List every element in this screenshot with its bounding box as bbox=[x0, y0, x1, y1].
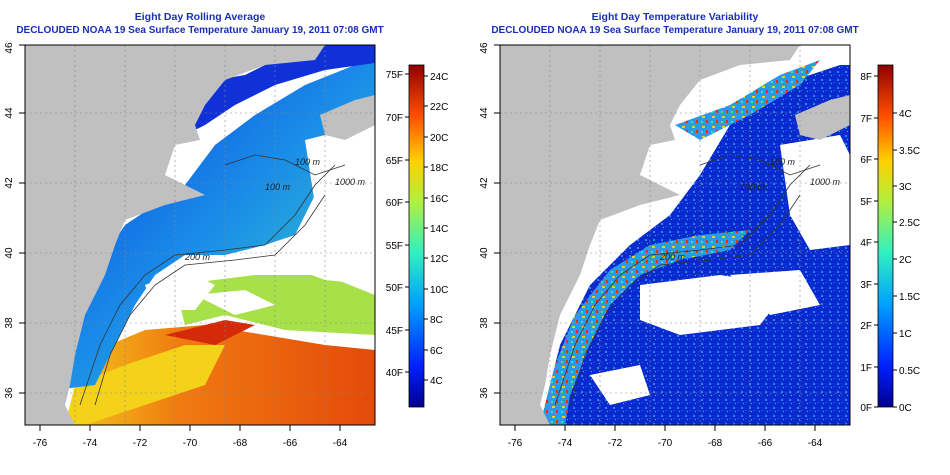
colorbar-label-c: 2C bbox=[899, 255, 912, 266]
x-tick-label: -74 bbox=[83, 438, 98, 449]
x-tick-label: -64 bbox=[808, 438, 823, 449]
colorbar-label-f: 70F bbox=[386, 113, 403, 124]
colorbar-label-c: 12C bbox=[430, 254, 448, 265]
colorbar-gradient bbox=[408, 64, 425, 408]
x-tick-label: -72 bbox=[608, 438, 623, 449]
colorbar-label-c: 4C bbox=[430, 376, 443, 387]
sst-average-map-image: 100 m 1000 m 100 m 200 m bbox=[25, 45, 375, 425]
sst-average-panel: Eight Day Rolling Average DECLOUDED NOAA… bbox=[0, 11, 448, 449]
colorbar-label-c: 6C bbox=[430, 346, 443, 357]
colorbar-label-c: 0.5C bbox=[899, 366, 920, 377]
map-axes: -76 -74 -72 -70 -68 -66 -64 36 38 40 42 … bbox=[4, 42, 376, 449]
x-tick-label: -76 bbox=[508, 438, 523, 449]
colorbar-label-f: 5F bbox=[860, 197, 872, 208]
panel-title-main: Eight Day Rolling Average bbox=[134, 11, 266, 23]
sst-variability-map: 100 m 1000 m 100 m 200 m bbox=[500, 45, 850, 425]
y-tick-label: 40 bbox=[479, 247, 490, 259]
colorbar-label-c: 18C bbox=[430, 163, 448, 174]
x-tick-label: -70 bbox=[658, 438, 673, 449]
colorbar-gradient bbox=[877, 64, 894, 408]
colorbar-label-c: 2.5C bbox=[899, 218, 920, 229]
colorbar-label-f: 40F bbox=[386, 368, 403, 379]
y-axis-ticks: 36 38 40 42 44 46 bbox=[4, 42, 25, 399]
contour-label: 100 m bbox=[770, 157, 796, 167]
colorbar-label-f: 7F bbox=[860, 114, 872, 125]
colorbar-label-f: 55F bbox=[386, 241, 403, 252]
sst-variability-panel: Eight Day Temperature Variability DECLOU… bbox=[475, 0, 950, 475]
colorbar-label-c: 8C bbox=[430, 315, 443, 326]
y-tick-label: 44 bbox=[479, 107, 490, 119]
y-tick-label: 38 bbox=[4, 317, 15, 329]
colorbar-label-f: 60F bbox=[386, 198, 403, 209]
y-tick-label: 44 bbox=[4, 107, 15, 119]
colorbar-label-f: 1F bbox=[860, 363, 872, 374]
panel-title-main: Eight Day Temperature Variability bbox=[591, 11, 759, 23]
colorbar-label-c: 0C bbox=[899, 403, 912, 414]
colorbar-label-c: 3.5C bbox=[899, 146, 920, 157]
colorbar-label-f: 65F bbox=[386, 156, 403, 167]
x-tick-label: -74 bbox=[558, 438, 573, 449]
y-tick-label: 38 bbox=[479, 317, 490, 329]
colorbar-label-f: 4F bbox=[860, 238, 872, 249]
x-tick-label: -66 bbox=[758, 438, 773, 449]
colorbar-label-c: 20C bbox=[430, 133, 448, 144]
y-tick-label: 42 bbox=[479, 177, 490, 189]
y-tick-label: 36 bbox=[4, 387, 15, 399]
contour-label: 100 m bbox=[295, 157, 321, 167]
contour-label: 200 m bbox=[659, 252, 686, 262]
panel-title: Eight Day Temperature Variability DECLOU… bbox=[475, 11, 875, 37]
x-tick-label: -66 bbox=[283, 438, 298, 449]
colorbar-label-c: 24C bbox=[430, 72, 448, 83]
colorbar-label-c: 10C bbox=[430, 285, 448, 296]
colorbar-label-f: 45F bbox=[386, 326, 403, 337]
y-tick-label: 36 bbox=[479, 387, 490, 399]
colorbar-label-f: 75F bbox=[386, 70, 403, 81]
x-axis-ticks: -76 -74 -72 -70 -68 -66 -64 bbox=[500, 424, 850, 449]
contour-label: 1000 m bbox=[335, 177, 366, 187]
variability-colorbar: 8F 7F 6F 5F 4F 3F 2F 1F 0F 4C 3.5C 3C 2.… bbox=[860, 64, 920, 414]
colorbar-label-c: 14C bbox=[430, 224, 448, 235]
x-tick-label: -68 bbox=[708, 438, 723, 449]
colorbar-label-f: 2F bbox=[860, 321, 872, 332]
contour-label: 1000 m bbox=[810, 177, 841, 187]
x-tick-label: -70 bbox=[183, 438, 198, 449]
contour-label: 100 m bbox=[740, 182, 766, 192]
x-tick-label: -64 bbox=[333, 438, 348, 449]
colorbar-label-c: 3C bbox=[899, 182, 912, 193]
colorbar-label-f: 3F bbox=[860, 280, 872, 291]
colorbar-label-f: 50F bbox=[386, 283, 403, 294]
colorbar-label-f: 6F bbox=[860, 155, 872, 166]
colorbar-label-f: 8F bbox=[860, 72, 872, 83]
panel-subtitle: DECLOUDED NOAA 19 Sea Surface Temperatur… bbox=[16, 25, 384, 36]
y-tick-label: 42 bbox=[4, 177, 15, 189]
colorbar-label-c: 1C bbox=[899, 329, 912, 340]
y-tick-label: 46 bbox=[479, 42, 490, 54]
colorbar-label-c: 22C bbox=[430, 102, 448, 113]
sst-colorbar: 75F 70F 65F 60F 55F 50F 45F 40F 24C 22C … bbox=[386, 64, 448, 408]
map-axes: -76 -74 -72 -70 -68 -66 -64 36 38 40 42 … bbox=[479, 42, 851, 449]
sst-average-map: 100 m 1000 m 100 m 200 m bbox=[25, 45, 375, 425]
y-tick-label: 46 bbox=[4, 42, 15, 54]
colorbar-label-c: 16C bbox=[430, 194, 448, 205]
x-axis-ticks: -76 -74 -72 -70 -68 -66 -64 bbox=[25, 424, 375, 449]
y-tick-label: 40 bbox=[4, 247, 15, 259]
sst-variability-map-image: 100 m 1000 m 100 m 200 m bbox=[500, 45, 850, 425]
contour-label: 200 m bbox=[184, 252, 211, 262]
colorbar-label-c: 1.5C bbox=[899, 292, 920, 303]
y-axis-ticks: 36 38 40 42 44 46 bbox=[479, 42, 500, 399]
panel-subtitle: DECLOUDED NOAA 19 Sea Surface Temperatur… bbox=[491, 25, 859, 36]
colorbar-label-c: 4C bbox=[899, 109, 912, 120]
x-tick-label: -76 bbox=[33, 438, 48, 449]
x-tick-label: -68 bbox=[233, 438, 248, 449]
panel-title: Eight Day Rolling Average DECLOUDED NOAA… bbox=[0, 11, 400, 37]
contour-label: 100 m bbox=[265, 182, 291, 192]
x-tick-label: -72 bbox=[133, 438, 148, 449]
colorbar-label-f: 0F bbox=[860, 403, 872, 414]
